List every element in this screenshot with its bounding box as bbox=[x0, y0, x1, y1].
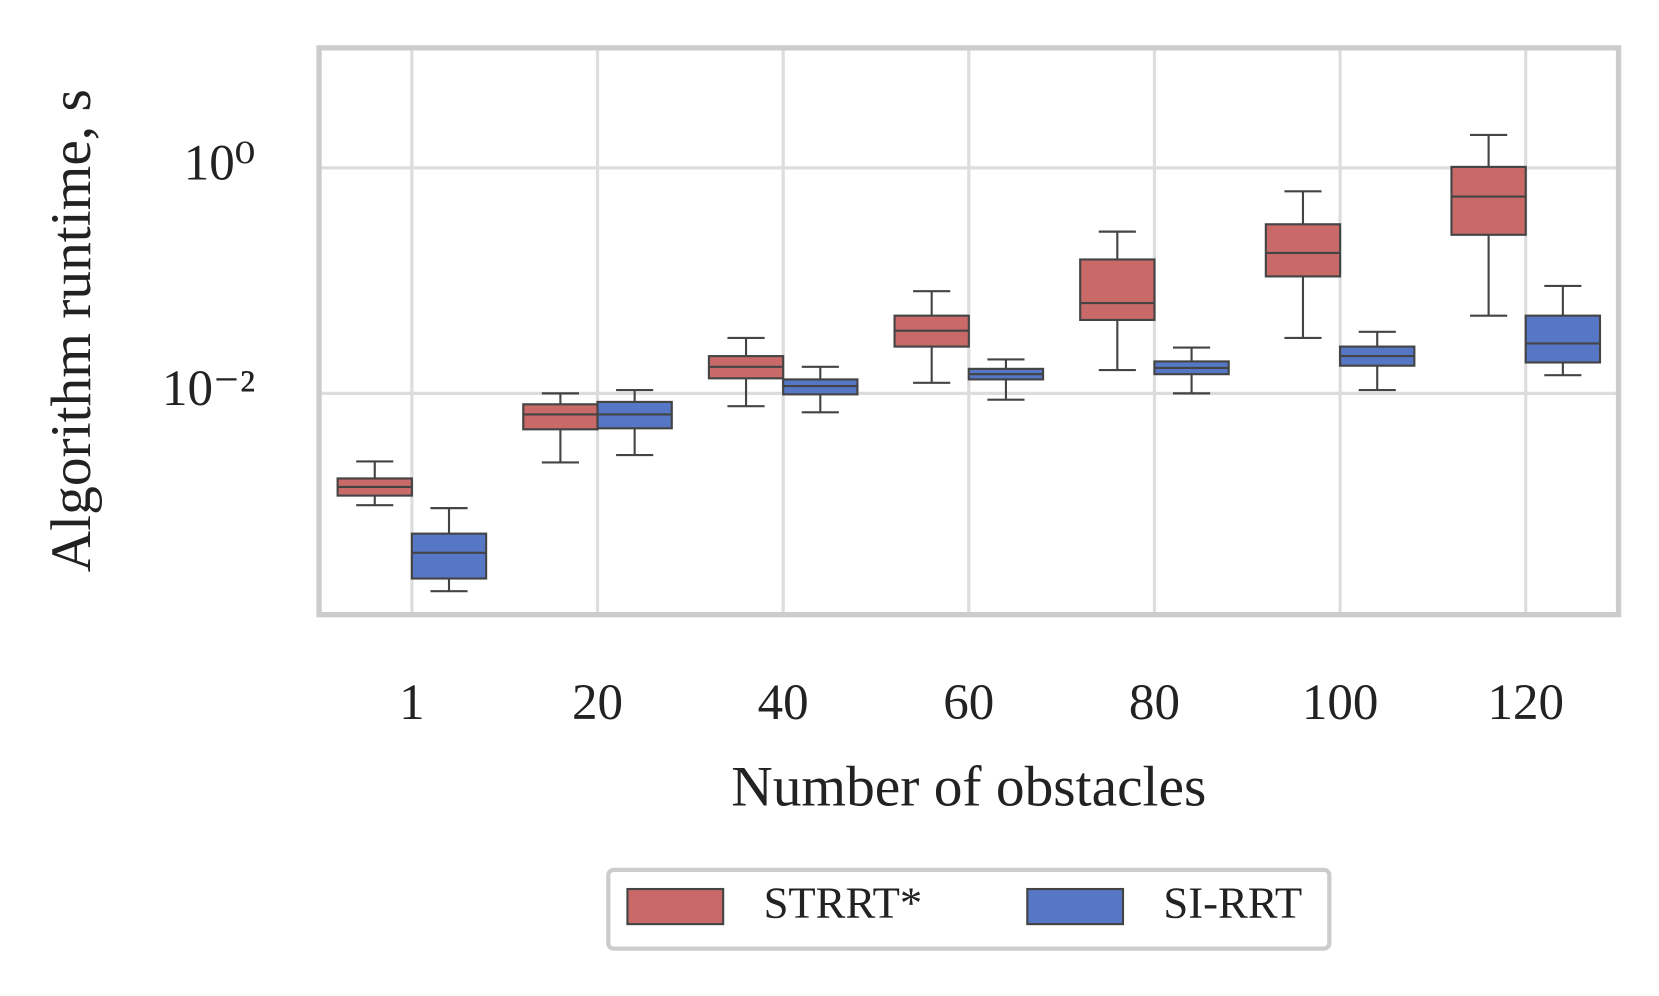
plot-frame bbox=[316, 45, 1622, 618]
legend-swatch bbox=[626, 887, 725, 926]
x-tick-label: 120 bbox=[1487, 675, 1564, 731]
x-tick-label: 20 bbox=[572, 675, 623, 731]
box bbox=[1524, 314, 1602, 364]
legend-label: STRRT* bbox=[764, 877, 923, 927]
x-tick-label: 40 bbox=[758, 675, 809, 731]
legend-swatch bbox=[1026, 887, 1125, 926]
y-tick-label: 10⁻² bbox=[162, 361, 255, 417]
box bbox=[1450, 165, 1527, 236]
y-axis-label: Algorithm runtime, s bbox=[40, 89, 103, 572]
x-tick-label: 100 bbox=[1302, 675, 1379, 731]
box bbox=[1264, 223, 1342, 278]
x-axis-label: Number of obstacles bbox=[731, 755, 1206, 818]
x-tick-label: 60 bbox=[943, 675, 994, 731]
x-tick-label: 80 bbox=[1129, 675, 1180, 731]
box bbox=[522, 403, 599, 431]
legend-frame bbox=[606, 867, 1332, 951]
box bbox=[410, 532, 488, 580]
box bbox=[1079, 258, 1156, 322]
legend-label: SI-RRT bbox=[1163, 877, 1302, 927]
x-tick-label: 1 bbox=[399, 675, 425, 731]
y-tick-label: 10⁰ bbox=[184, 136, 255, 192]
